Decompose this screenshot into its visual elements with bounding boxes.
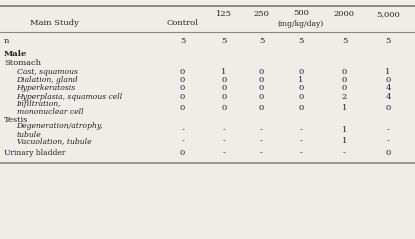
Text: 0: 0	[298, 84, 303, 92]
Text: 2000: 2000	[334, 10, 355, 18]
Text: Main Study: Main Study	[29, 19, 78, 27]
Text: -: -	[387, 126, 389, 134]
Text: n: n	[4, 37, 10, 45]
Text: 5: 5	[222, 37, 227, 45]
Text: 0: 0	[298, 93, 303, 101]
Text: 5: 5	[180, 37, 185, 45]
Text: Dialation, gland: Dialation, gland	[17, 76, 78, 84]
Text: 1: 1	[342, 104, 347, 112]
Text: Male: Male	[4, 50, 27, 58]
Text: 5: 5	[259, 37, 264, 45]
Text: -: -	[223, 149, 225, 157]
Text: 0: 0	[180, 68, 185, 76]
Text: -: -	[260, 126, 263, 134]
Text: 0: 0	[386, 104, 391, 112]
Text: 0: 0	[222, 76, 227, 84]
Text: 0: 0	[259, 93, 264, 101]
Text: 0: 0	[259, 104, 264, 112]
Text: 1: 1	[298, 76, 303, 84]
Text: tubule: tubule	[17, 130, 42, 139]
Text: 4: 4	[385, 93, 391, 101]
Text: 5,000: 5,000	[376, 10, 400, 18]
Text: 0: 0	[298, 104, 303, 112]
Text: 0: 0	[180, 76, 185, 84]
Text: 0: 0	[259, 84, 264, 92]
Text: 0: 0	[259, 76, 264, 84]
Text: Testis: Testis	[4, 115, 29, 124]
Text: 500: 500	[293, 9, 309, 17]
Text: -: -	[260, 137, 263, 146]
Text: -: -	[343, 149, 346, 157]
Text: 0: 0	[342, 68, 347, 76]
Text: 0: 0	[222, 104, 227, 112]
Text: 2: 2	[342, 93, 347, 101]
Text: Hyperkeratosis: Hyperkeratosis	[17, 84, 76, 92]
Text: mononuclear cell: mononuclear cell	[17, 108, 83, 116]
Text: 0: 0	[342, 76, 347, 84]
Text: -: -	[260, 149, 263, 157]
Text: 4: 4	[385, 84, 391, 92]
Text: -: -	[181, 137, 184, 146]
Text: 250: 250	[254, 10, 269, 18]
Text: Hyperplasia, squamous cell: Hyperplasia, squamous cell	[17, 93, 123, 101]
Text: Vacuolation, tubule: Vacuolation, tubule	[17, 137, 91, 146]
Text: 1: 1	[386, 68, 391, 76]
Text: Stomach: Stomach	[4, 59, 41, 67]
Text: (mg/kg/day): (mg/kg/day)	[278, 20, 324, 28]
Text: Degeneration/atrophy,: Degeneration/atrophy,	[17, 122, 103, 130]
Text: 125: 125	[216, 10, 232, 18]
Text: 0: 0	[180, 84, 185, 92]
Text: -: -	[300, 149, 302, 157]
Text: 0: 0	[180, 149, 185, 157]
Text: Cast, squamous: Cast, squamous	[17, 68, 78, 76]
Text: -: -	[300, 126, 302, 134]
Text: 1: 1	[342, 126, 347, 134]
Text: -: -	[223, 137, 225, 146]
Text: 1: 1	[222, 68, 227, 76]
Text: 0: 0	[180, 104, 185, 112]
Text: Control: Control	[167, 19, 198, 27]
Text: 1: 1	[342, 137, 347, 146]
Text: 0: 0	[222, 84, 227, 92]
Text: 0: 0	[386, 149, 391, 157]
Text: Urinary bladder: Urinary bladder	[4, 149, 66, 157]
Text: 0: 0	[386, 76, 391, 84]
Text: 5: 5	[386, 37, 391, 45]
Text: 0: 0	[180, 93, 185, 101]
Text: 5: 5	[298, 37, 303, 45]
Text: 0: 0	[342, 84, 347, 92]
Text: 0: 0	[298, 68, 303, 76]
Text: 0: 0	[222, 93, 227, 101]
Text: 5: 5	[342, 37, 347, 45]
Text: -: -	[223, 126, 225, 134]
Text: -: -	[300, 137, 302, 146]
Text: -: -	[387, 137, 389, 146]
Text: Infiltration,: Infiltration,	[17, 100, 61, 108]
Text: -: -	[181, 126, 184, 134]
Text: 0: 0	[259, 68, 264, 76]
